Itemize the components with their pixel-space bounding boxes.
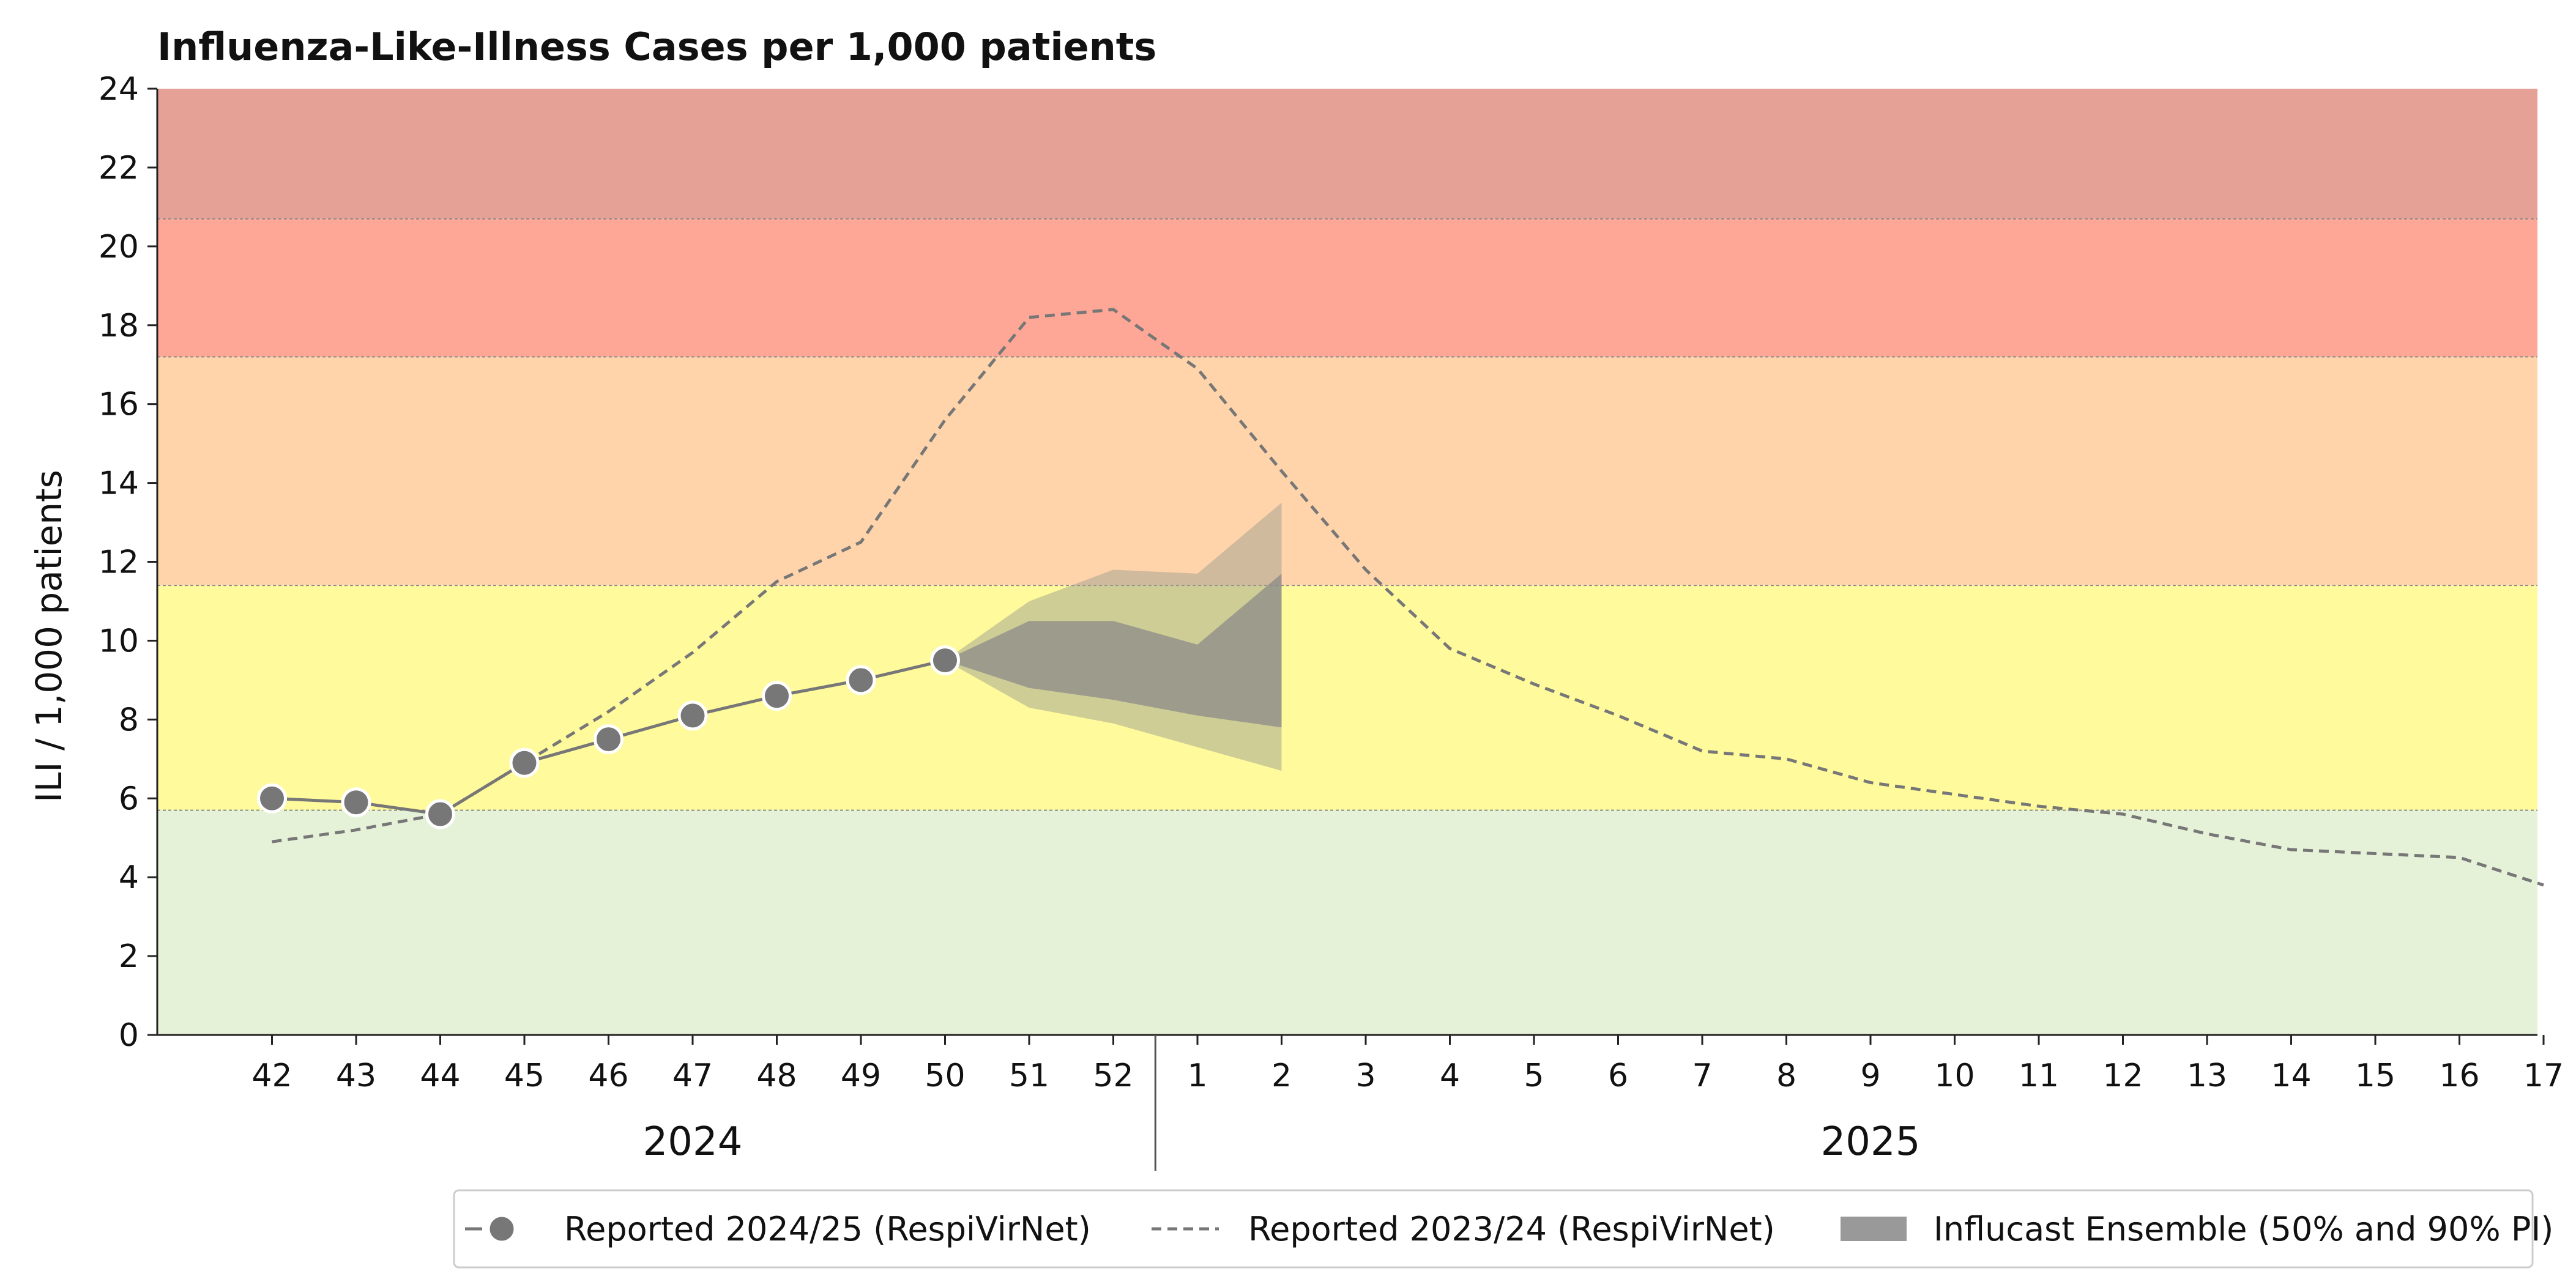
x-tick-label: 6 [1608,1058,1628,1094]
x-tick-label: 12 [2102,1058,2143,1094]
intensity-band [157,218,2537,357]
x-tick-label: 17 [2523,1058,2564,1094]
data-point-2024-25 [257,783,287,814]
legend-symbol-patch [1841,1217,1907,1241]
x-tick-label: 44 [420,1058,460,1094]
x-tick-label: 1 [1187,1058,1207,1094]
x-tick-label: 48 [756,1058,797,1094]
x-tick-label: 13 [2187,1058,2227,1094]
legend-symbol-marker [486,1214,517,1244]
data-point-2024-25 [425,799,455,829]
x-tick-label: 2 [1271,1058,1292,1094]
x-tick-label: 9 [1860,1058,1880,1094]
data-point-2024-25 [762,681,792,711]
y-tick-label: 4 [119,859,139,896]
x-tick-label: 8 [1776,1058,1796,1094]
intensity-band [157,89,2537,219]
y-axis-label: ILI / 1,000 patients [28,470,70,803]
y-tick-label: 6 [119,780,139,817]
intensity-band [157,585,2537,810]
x-tick-label: 51 [1009,1058,1049,1094]
legend-label: Influcast Ensemble (50% and 90% PI) [1934,1210,2553,1248]
x-tick-label: 11 [2019,1058,2059,1094]
forecast-intervals [945,502,1282,771]
x-tick-label: 42 [251,1058,292,1094]
x-tick-label: 47 [672,1058,713,1094]
year-label: 2024 [643,1119,743,1165]
x-tick-label: 15 [2355,1058,2395,1094]
x-tick-label: 46 [588,1058,628,1094]
data-point-2024-25 [677,700,708,731]
chart-title: Influenza-Like-Illness Cases per 1,000 p… [157,24,1156,69]
x-tick-label: 14 [2271,1058,2311,1094]
data-point-2024-25 [930,645,960,676]
y-tick-label: 14 [99,465,139,502]
y-tick-label: 16 [99,387,139,423]
data-point-2024-25 [594,724,624,755]
x-tick-label: 16 [2439,1058,2479,1094]
legend: Reported 2024/25 (RespiVirNet) Reported 2… [453,1189,2553,1269]
x-tick-label: 45 [504,1058,545,1094]
intensity-band [157,810,2537,1035]
y-tick-label: 8 [119,702,139,738]
data-point-2024-25 [509,747,540,778]
legend-box [453,1189,2534,1269]
y-tick-label: 22 [99,150,139,187]
y-tick-label: 10 [99,623,139,659]
forecast-50-interval [945,573,1282,728]
x-tick-label: 10 [1934,1058,1975,1094]
y-tick-label: 12 [99,544,139,581]
x-tick-label: 50 [925,1058,965,1094]
data-point-2024-25 [341,787,371,818]
legend-label: Reported 2024/25 (RespiVirNet) [564,1210,1091,1248]
year-label: 2025 [1821,1119,1921,1165]
x-tick-label: 3 [1355,1058,1375,1094]
y-tick-label: 0 [119,1017,139,1054]
x-tick-label: 5 [1524,1058,1544,1094]
x-tick-label: 52 [1093,1058,1133,1094]
x-tick-label: 4 [1440,1058,1460,1094]
x-tick-label: 43 [336,1058,376,1094]
series-line-2023-24 [272,308,2544,887]
y-tick-label: 24 [99,71,139,108]
y-tick-label: 2 [119,938,139,975]
x-tick-label: 49 [841,1058,881,1094]
data-point-2024-25 [846,665,876,695]
intensity-bands [157,89,2537,1035]
y-tick-label: 20 [99,229,139,265]
legend-label: Reported 2023/24 (RespiVirNet) [1248,1210,1775,1248]
x-tick-label: 7 [1692,1058,1712,1094]
series-lines [257,308,2544,887]
intensity-band [157,357,2537,586]
y-tick-label: 18 [99,308,139,344]
